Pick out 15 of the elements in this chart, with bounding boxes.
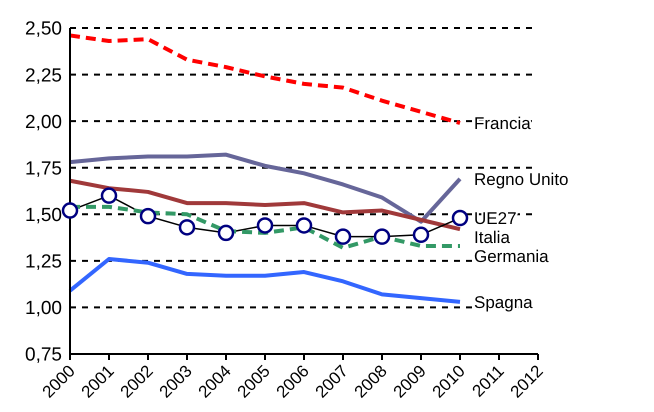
line-series xyxy=(68,256,462,304)
y-tick-label: 2,25 xyxy=(25,65,62,86)
y-tick-label: 0,75 xyxy=(25,344,62,366)
line-series xyxy=(68,33,462,126)
y-tick-label: 2,50 xyxy=(25,18,62,40)
series-label: Italia xyxy=(474,228,510,248)
series-label: UE27 xyxy=(474,209,517,228)
y-tick-label: 1,25 xyxy=(25,252,62,273)
y-tick-label: 1,50 xyxy=(25,205,62,226)
series-label: Regno Unito xyxy=(474,170,569,189)
line-series xyxy=(68,178,462,232)
line-series xyxy=(68,152,462,224)
y-tick-label: 1,75 xyxy=(25,158,62,180)
y-tick-label: 1,00 xyxy=(25,298,62,320)
y-tick-label: 2,00 xyxy=(25,112,62,133)
